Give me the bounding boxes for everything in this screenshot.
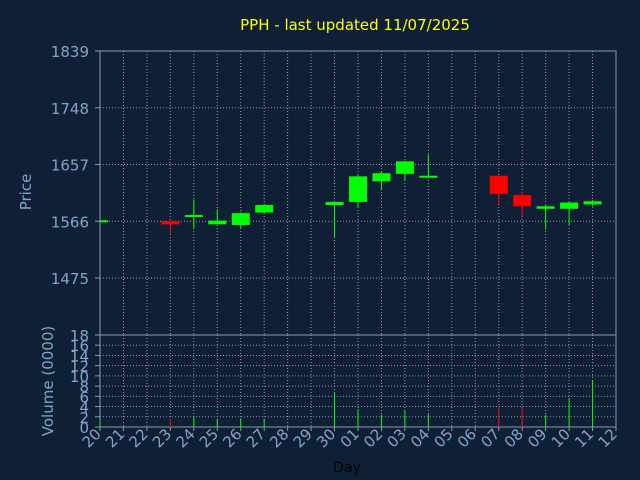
x-tick-label: 27 bbox=[243, 425, 269, 451]
x-tick-label: 30 bbox=[313, 425, 339, 451]
x-tick-label: 10 bbox=[548, 425, 574, 451]
x-tick-label: 02 bbox=[360, 425, 386, 451]
x-tick-label: 29 bbox=[290, 425, 316, 451]
x-tick-label: 09 bbox=[524, 425, 550, 451]
price-candle-body bbox=[208, 220, 227, 225]
volume-tick-label: 6 bbox=[79, 388, 89, 406]
volume-tick-label: 18 bbox=[70, 327, 89, 345]
price-candle-body bbox=[489, 175, 508, 194]
x-tick-label: 25 bbox=[196, 425, 222, 451]
price-tick-label: 1839 bbox=[51, 43, 89, 61]
x-tick-label: 08 bbox=[501, 425, 527, 451]
price-tick-label: 1748 bbox=[51, 100, 89, 118]
price-candle-body bbox=[231, 213, 250, 225]
x-tick-label: 28 bbox=[266, 425, 292, 451]
x-axis: 2021222324252627282930010203040506070809… bbox=[79, 425, 621, 451]
volume-tick-label: 8 bbox=[79, 378, 89, 396]
price-candle-body bbox=[372, 173, 391, 182]
price-candle-body bbox=[161, 221, 180, 225]
price-candle-body bbox=[513, 195, 532, 207]
price-candle-body bbox=[395, 161, 414, 174]
price-panel: 1475 1566 1657 1748 1839 bbox=[51, 43, 617, 336]
price-candle-body bbox=[419, 175, 438, 178]
x-axis-label: Day bbox=[333, 460, 361, 476]
volume-tick-label: 10 bbox=[70, 368, 89, 386]
chart-title: PPH - last updated 11/07/2025 bbox=[240, 16, 470, 34]
x-tick-label: 01 bbox=[337, 425, 363, 451]
price-axis-label: Price bbox=[17, 174, 35, 211]
price-candle-body bbox=[325, 201, 344, 206]
price-candle-body bbox=[349, 176, 367, 202]
x-tick-label: 22 bbox=[126, 425, 152, 451]
x-tick-label: 12 bbox=[595, 425, 621, 451]
volume-tick-label: 4 bbox=[79, 399, 89, 417]
volume-tick-label: 12 bbox=[70, 358, 89, 376]
volume-axis-label: Volume (0000) bbox=[39, 326, 57, 436]
x-tick-label: 06 bbox=[454, 425, 480, 451]
x-tick-label: 07 bbox=[477, 425, 503, 451]
price-tick-label: 1657 bbox=[51, 157, 89, 175]
price-candle-body bbox=[536, 206, 555, 209]
x-tick-label: 21 bbox=[102, 425, 128, 451]
volume-tick-label: 2 bbox=[79, 409, 89, 427]
x-tick-label: 03 bbox=[384, 425, 410, 451]
volume-tick-label: 14 bbox=[70, 347, 89, 365]
x-tick-label: 05 bbox=[430, 425, 456, 451]
price-tick-label: 1475 bbox=[51, 270, 89, 288]
price-tick-label: 1566 bbox=[51, 213, 89, 231]
price-candle-body bbox=[184, 215, 203, 218]
x-tick-label: 04 bbox=[407, 425, 433, 451]
x-tick-label: 26 bbox=[219, 425, 245, 451]
x-tick-label: 24 bbox=[172, 425, 198, 451]
x-tick-label: 11 bbox=[571, 425, 597, 451]
x-tick-label: 23 bbox=[149, 425, 175, 451]
volume-tick-label: 0 bbox=[79, 419, 89, 437]
volume-tick-label: 16 bbox=[70, 337, 89, 355]
price-candle-body bbox=[255, 205, 274, 213]
price-candle-body bbox=[560, 202, 579, 209]
price-candle-body bbox=[583, 201, 602, 205]
